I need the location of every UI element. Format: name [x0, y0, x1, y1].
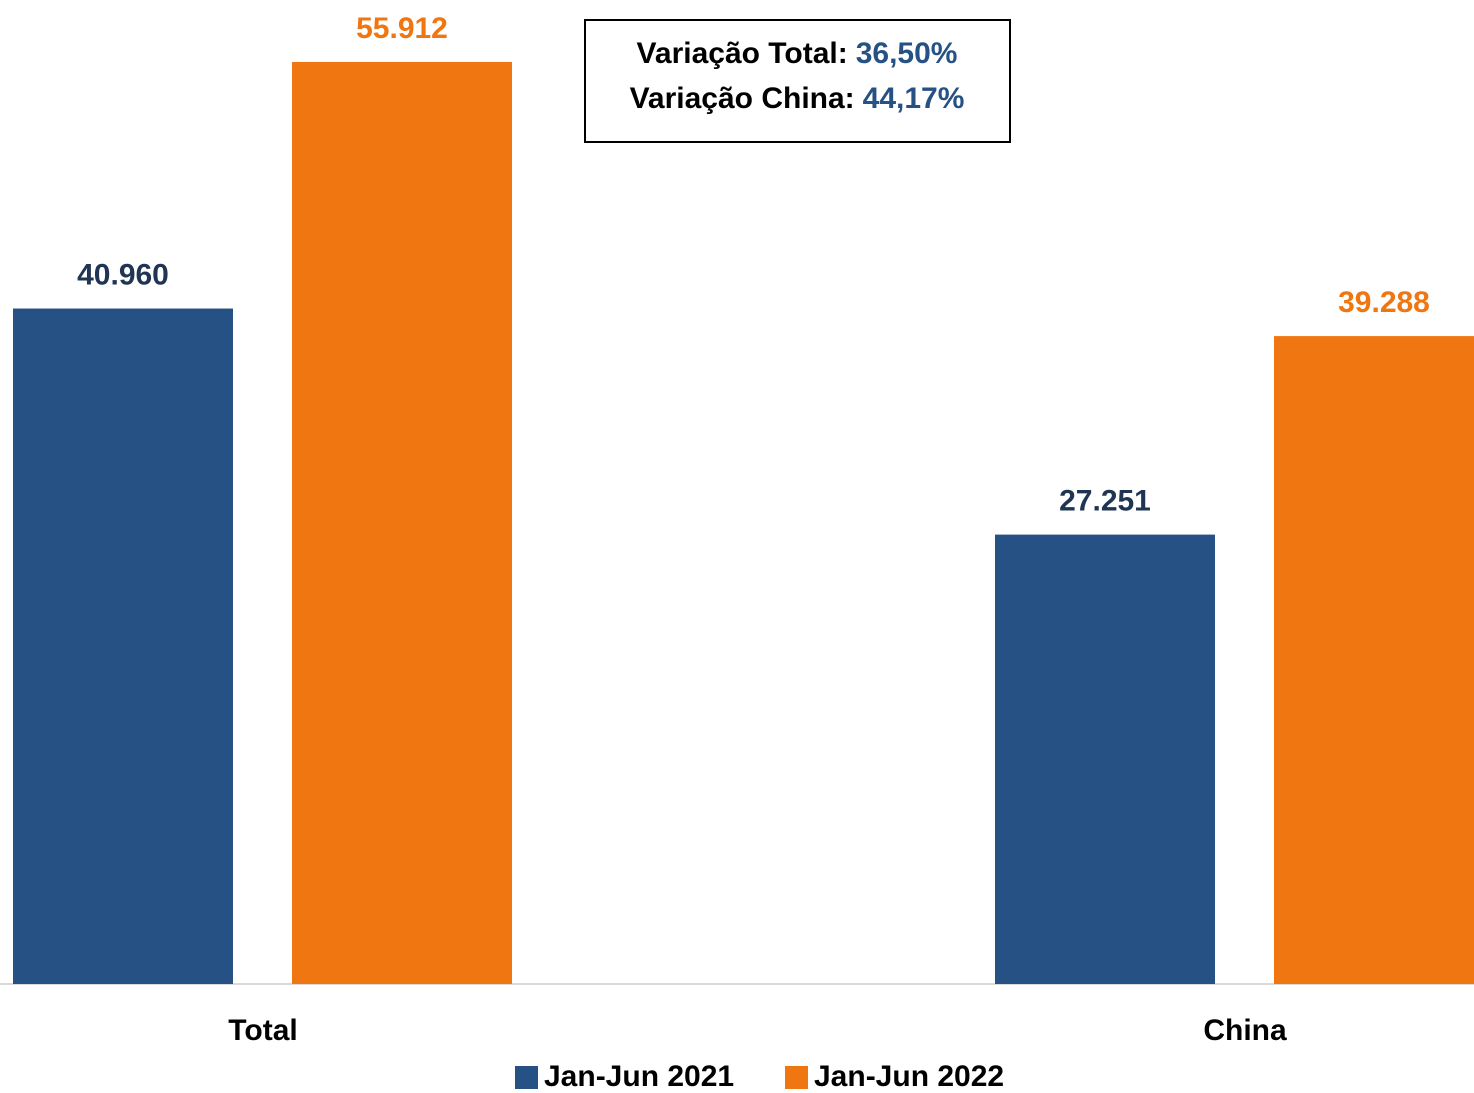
- legend-swatch: [785, 1066, 808, 1089]
- annotation-value: 44,17%: [863, 82, 965, 115]
- x-tick-label: Total: [228, 1014, 297, 1047]
- bar: [995, 534, 1215, 984]
- data-label: 55.912: [356, 12, 448, 45]
- annotation-text: Variação Total:: [637, 37, 848, 70]
- data-label: 27.251: [1059, 485, 1151, 518]
- bar: [1274, 336, 1474, 985]
- legend-label: Jan-Jun 2021: [544, 1060, 734, 1093]
- legend-label: Jan-Jun 2022: [814, 1060, 1004, 1093]
- annotation-value: 36,50%: [856, 37, 958, 70]
- annotation-box: [584, 19, 1011, 143]
- bar: [13, 308, 233, 984]
- data-label: 40.960: [77, 258, 169, 291]
- bar: [292, 61, 512, 984]
- x-tick-label: China: [1203, 1014, 1287, 1047]
- annotation-line: Variação Total: 36,50%: [637, 37, 958, 70]
- data-label: 39.288: [1338, 286, 1430, 319]
- annotation-text: Variação China:: [630, 82, 855, 115]
- annotation-line: Variação China: 44,17%: [630, 82, 965, 115]
- legend-swatch: [515, 1066, 538, 1089]
